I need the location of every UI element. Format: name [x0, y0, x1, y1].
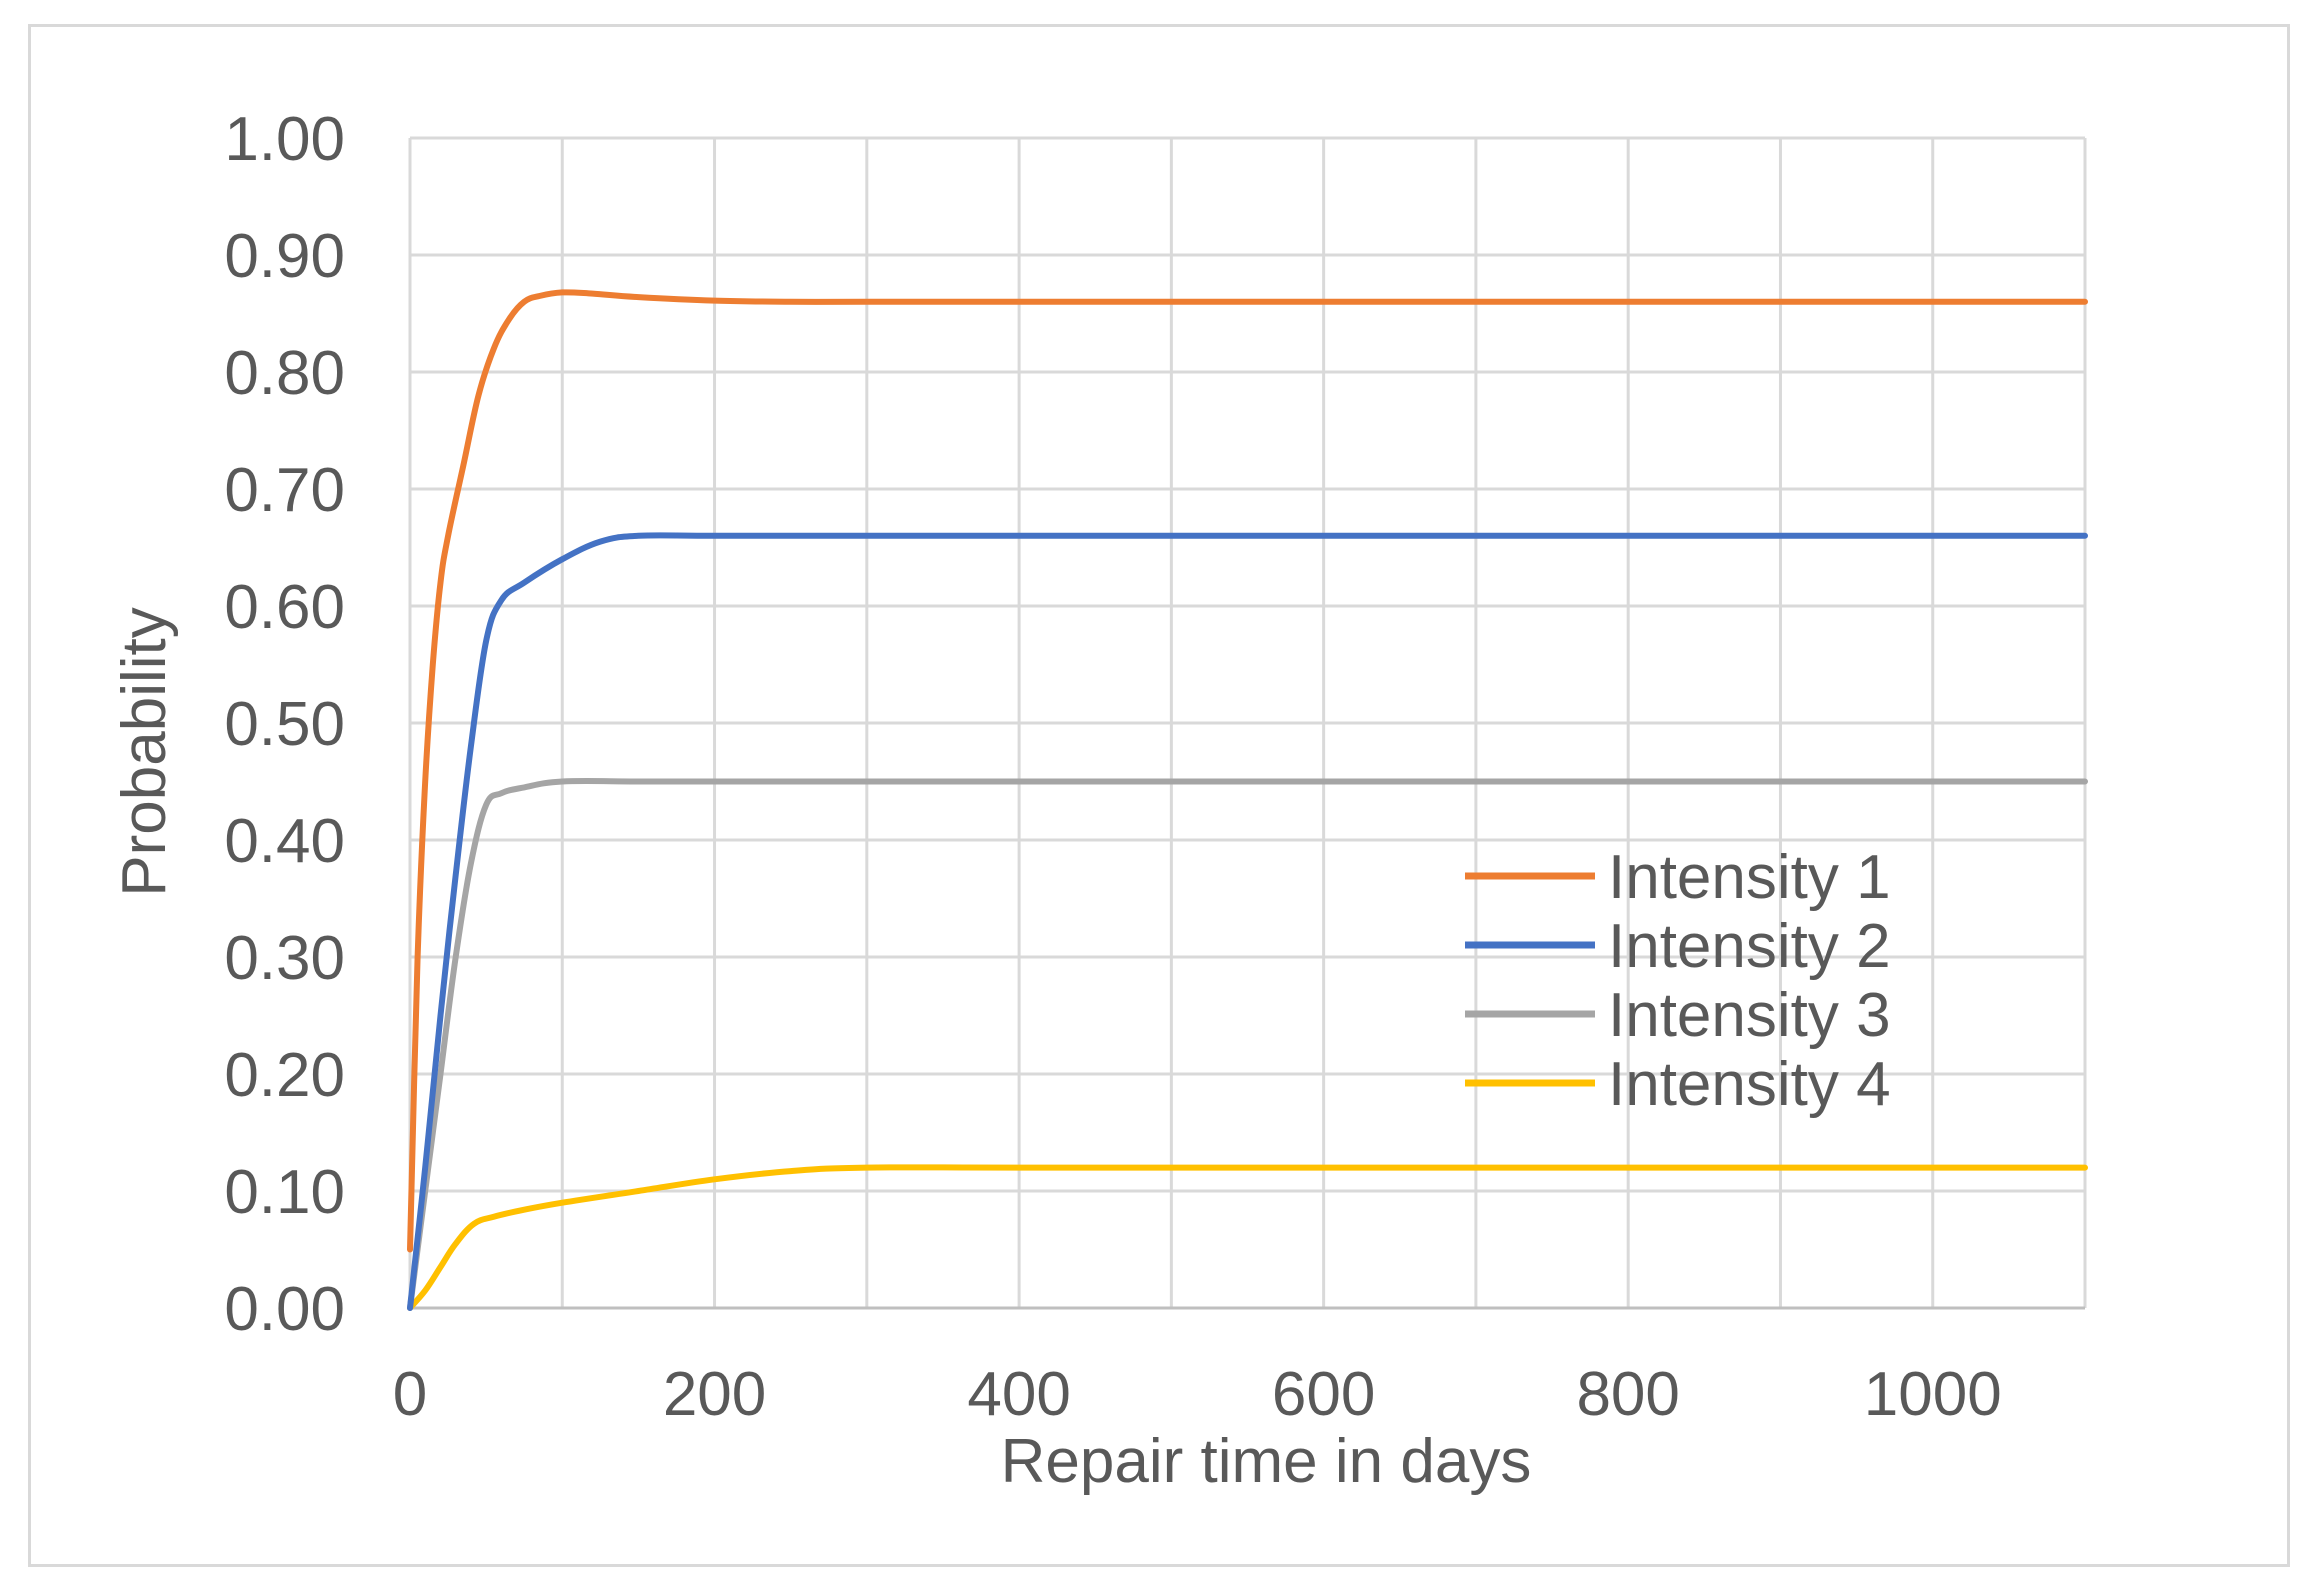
- y-tick-label: 1.00: [224, 105, 345, 174]
- x-tick-label: 0: [393, 1360, 427, 1429]
- y-tick-label: 0.40: [224, 807, 345, 876]
- series-line-4: [407, 1164, 2088, 1311]
- y-axis-title: Probability: [110, 607, 179, 896]
- y-tick-label: 0.00: [224, 1275, 345, 1344]
- series-line-3: [407, 778, 2088, 1311]
- tick-labels: 0.00 0.10 0.20 0.30 0.40 0.50 0.60 0.70 0.80 0.90…: [224, 105, 2001, 1429]
- x-tick-label: 400: [967, 1360, 1070, 1429]
- x-tick-label: 200: [663, 1360, 766, 1429]
- y-tick-label: 0.70: [224, 456, 345, 525]
- legend-label-1: Intensity 1: [1608, 843, 1891, 912]
- y-tick-label: 0.20: [224, 1041, 345, 1110]
- y-tick-label: 0.50: [224, 690, 345, 759]
- legend-label-3: Intensity 3: [1608, 981, 1891, 1050]
- y-tick-label: 0.60: [224, 573, 345, 642]
- legend-label-4: Intensity 4: [1608, 1050, 1891, 1119]
- x-tick-label: 1000: [1864, 1360, 2002, 1429]
- series-line-1: [407, 289, 2088, 1253]
- y-tick-label: 0.10: [224, 1158, 345, 1227]
- x-tick-label: 600: [1272, 1360, 1375, 1429]
- chart-frame: [28, 24, 2290, 1567]
- y-tick-label: 0.90: [224, 222, 345, 291]
- grid-lines: [408, 136, 2087, 1310]
- legend-label-2: Intensity 2: [1608, 912, 1891, 981]
- y-tick-label: 0.30: [224, 924, 345, 993]
- x-tick-label: 800: [1576, 1360, 1679, 1429]
- series-lines: [407, 289, 2088, 1311]
- series-line-2: [407, 532, 2088, 1311]
- y-tick-label: 0.80: [224, 339, 345, 408]
- x-axis-title: Repair time in days: [1001, 1427, 1532, 1496]
